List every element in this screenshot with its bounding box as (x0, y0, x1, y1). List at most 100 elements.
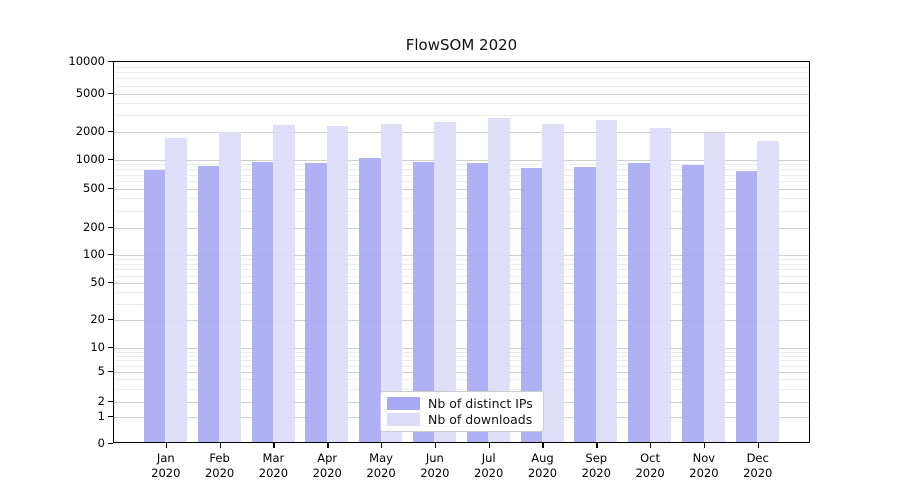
grid-line (114, 360, 809, 362)
x-axis-tick-label: Nov 2020 (689, 451, 719, 480)
grid-line (114, 351, 809, 353)
x-axis-tick-label: Aug 2020 (527, 451, 558, 480)
bar-downloads (273, 125, 295, 442)
y-axis-tick-label: 5 (97, 364, 105, 378)
y-axis-tick-label: 100 (83, 247, 105, 261)
legend-item-downloads: Nb of downloads (387, 412, 543, 427)
grid-line (114, 169, 809, 171)
chart-title: FlowSOM 2020 (405, 36, 518, 54)
x-axis-tick-mark (434, 443, 437, 448)
bar-downloads (380, 124, 403, 442)
grid-line (114, 283, 809, 284)
grid-line (114, 164, 809, 166)
grid-line (114, 348, 809, 349)
x-axis-tick-label: Dec 2020 (743, 451, 773, 480)
grid-line (114, 198, 809, 200)
grid-line (114, 269, 809, 271)
x-axis-tick-mark (165, 443, 168, 448)
y-axis-tick-mark (108, 254, 113, 256)
bar-downloads (649, 127, 672, 442)
x-axis-tick-label: Mar 2020 (258, 451, 289, 480)
grid-line (114, 255, 809, 256)
bar-distinct-ips (412, 162, 435, 442)
grid-line (114, 388, 809, 390)
bar-distinct-ips (197, 165, 220, 442)
y-axis-tick-mark (108, 188, 113, 190)
x-axis-tick-label: Jul 2020 (474, 451, 504, 480)
x-axis-tick-mark (219, 443, 221, 448)
y-axis-tick-label: 500 (83, 181, 105, 195)
grid-line (114, 78, 809, 80)
y-axis-tick-label: 50 (90, 275, 105, 289)
grid-line (114, 228, 809, 229)
bar-downloads (219, 132, 241, 442)
x-axis-tick-label: Jun 2020 (420, 451, 450, 480)
grid-line (114, 355, 809, 357)
grid-line (114, 320, 809, 321)
y-axis-tick-label: 20 (90, 312, 105, 326)
grid-line (114, 181, 809, 183)
x-axis-tick-label: Oct 2020 (635, 451, 665, 480)
plot-area (113, 61, 810, 443)
x-axis-tick-mark (650, 443, 652, 448)
grid-line (114, 365, 809, 367)
grid-line (114, 66, 809, 68)
y-axis-tick-label: 1000 (75, 152, 105, 166)
grid-line (114, 379, 809, 381)
bar-distinct-ips (143, 170, 166, 442)
x-axis-tick-mark (703, 443, 706, 448)
grid-line (114, 259, 809, 261)
x-axis-tick-label: Feb 2020 (204, 451, 235, 480)
bar-distinct-ips (359, 158, 381, 442)
x-axis-tick-label: Apr 2020 (312, 451, 342, 480)
x-axis-tick-mark (542, 443, 544, 448)
grid-line (114, 85, 809, 87)
legend-swatch-downloads (387, 413, 420, 427)
bar-distinct-ips (305, 162, 327, 442)
grid-line (114, 72, 809, 74)
bar-downloads (434, 121, 456, 442)
legend: Nb of distinct IPs Nb of downloads (380, 391, 544, 432)
bar-downloads (165, 137, 187, 442)
y-axis-tick-label: 1 (97, 409, 105, 423)
grid-line (114, 103, 809, 105)
y-axis-tick-label: 2000 (75, 124, 105, 138)
bar-downloads (542, 124, 564, 442)
grid-line (114, 132, 809, 133)
legend-swatch-distinct-ips (387, 396, 420, 410)
y-axis-tick-mark (108, 347, 113, 349)
x-axis-tick-mark (273, 443, 275, 448)
bar-distinct-ips (628, 163, 650, 442)
y-axis-tick-mark (108, 401, 113, 403)
legend-label-distinct-ips: Nb of distinct IPs (428, 395, 533, 411)
legend-item-distinct-ips: Nb of distinct IPs (387, 396, 543, 411)
x-axis-tick-mark (757, 443, 759, 448)
y-axis-tick-mark (108, 319, 113, 321)
y-axis-tick-mark (108, 131, 113, 133)
bar-distinct-ips (466, 162, 489, 442)
bar-distinct-ips (520, 167, 543, 442)
bar-downloads (595, 120, 618, 442)
grid-line (114, 115, 809, 117)
y-axis-tick-label: 10 (90, 340, 105, 354)
y-axis-tick-label: 200 (83, 220, 105, 234)
y-axis-tick-label: 5000 (75, 86, 105, 100)
legend-label-downloads: Nb of downloads (428, 412, 533, 428)
grid-line (114, 303, 809, 305)
bar-distinct-ips (735, 170, 758, 442)
y-axis-tick-label: 2 (97, 394, 105, 408)
grid-line (114, 94, 809, 95)
y-axis-tick-label: 0 (97, 435, 105, 450)
bar-distinct-ips (682, 164, 704, 442)
grid-line (114, 210, 809, 212)
y-axis-tick-mark (108, 442, 113, 444)
grid-line (114, 292, 809, 293)
x-axis-tick-label: Jan 2020 (151, 451, 181, 480)
grid-line (114, 372, 809, 373)
bar-downloads (703, 132, 725, 442)
x-axis-tick-mark (327, 443, 329, 448)
y-axis-tick-mark (108, 416, 113, 418)
bar-distinct-ips (574, 166, 596, 442)
grid-line (114, 160, 809, 161)
